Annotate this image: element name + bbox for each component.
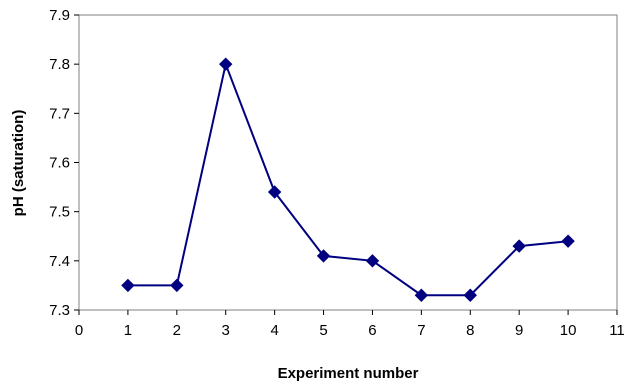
data-point-marker [512, 239, 526, 253]
x-tick-label: 8 [466, 322, 474, 339]
data-point-marker [316, 249, 331, 263]
series-line [127, 60, 569, 297]
y-tick-label: 7.5 [49, 204, 70, 221]
data-point-marker [121, 278, 135, 293]
x-tick-label: 9 [515, 322, 523, 339]
y-tick-label: 7.7 [49, 105, 70, 122]
x-tick-label: 2 [173, 322, 181, 339]
y-tick-label: 7.3 [49, 302, 70, 319]
y-tick-label: 7.6 [49, 155, 70, 172]
y-tick-label: 7.8 [49, 56, 70, 73]
data-point-marker [219, 57, 233, 71]
y-tick-label: 7.4 [49, 253, 70, 270]
x-axis-title: Experiment number [278, 365, 419, 382]
data-point-marker [561, 234, 575, 248]
x-tick-label: 1 [124, 322, 132, 339]
x-tick-label: 3 [222, 322, 230, 339]
x-tick-label: 7 [417, 322, 425, 339]
x-tick-label: 6 [368, 322, 376, 339]
plot-area-frame [78, 14, 618, 311]
data-point-marker [170, 278, 184, 293]
data-point-marker [463, 288, 477, 302]
y-axis-title: pH (saturation) [10, 110, 27, 217]
axes-layer: 7.3 7.4 7.5 7.6 7.7 7.8 7.9 0 1 2 3 4 5 6 7 8 9 10 11 [49, 7, 625, 339]
data-point-marker [414, 288, 429, 302]
x-tick-label: 0 [75, 322, 83, 339]
x-tick-label: 11 [609, 322, 625, 339]
data-point-marker [365, 254, 380, 268]
x-tick-label: 4 [270, 322, 278, 339]
series-layer [121, 57, 575, 302]
y-tick-label: 7.9 [49, 7, 70, 24]
x-tick-label: 10 [560, 322, 577, 339]
data-point-marker [267, 185, 282, 199]
x-tick-label: 5 [319, 322, 327, 339]
